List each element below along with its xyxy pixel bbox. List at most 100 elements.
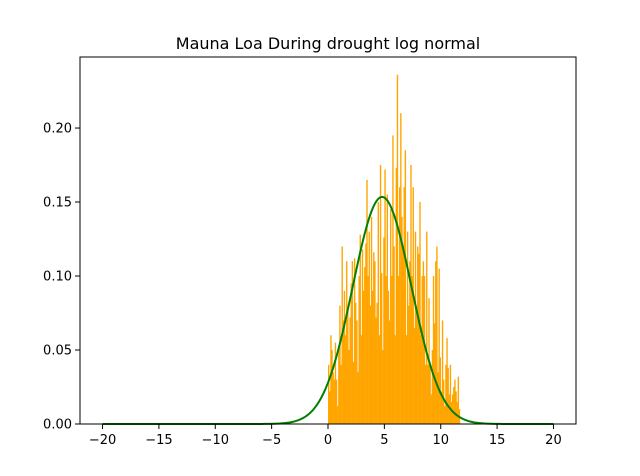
x-tick-label: 10 xyxy=(432,433,449,448)
histogram-bar xyxy=(408,305,410,424)
histogram-bar xyxy=(331,350,333,424)
histogram-bar xyxy=(427,364,429,424)
histogram-bar xyxy=(453,387,455,424)
histogram-bar xyxy=(440,391,443,424)
histogram-bar xyxy=(344,335,347,424)
histogram-bar xyxy=(438,268,440,424)
histogram-bar xyxy=(337,406,339,424)
histogram-bar xyxy=(358,276,360,424)
histogram-bar xyxy=(374,261,376,424)
x-tick-label: 0 xyxy=(324,433,332,448)
histogram-bar xyxy=(447,367,449,424)
histogram-bar xyxy=(392,135,394,424)
x-axis: −20 −15 −10 −5 0 5 10 15 20 xyxy=(89,424,562,448)
histogram-bar xyxy=(380,273,383,424)
histogram-bar xyxy=(430,394,432,424)
x-tick-label: −5 xyxy=(262,433,281,448)
histogram-bar xyxy=(335,379,338,424)
histogram-bar xyxy=(369,305,372,424)
y-tick-label: 0.20 xyxy=(43,122,72,137)
histogram-bar xyxy=(388,320,391,424)
histogram-bar xyxy=(411,276,413,424)
histogram-bar xyxy=(409,261,411,424)
histogram-bar xyxy=(376,302,378,424)
histogram-bar xyxy=(390,209,392,424)
histogram-bar xyxy=(426,231,428,424)
histogram-bar xyxy=(450,401,453,424)
histogram-bar xyxy=(429,364,431,424)
histogram-bar xyxy=(357,372,359,424)
histogram-bar xyxy=(431,350,434,424)
histogram-bar xyxy=(394,335,396,424)
histogram-bar xyxy=(414,231,417,424)
histogram-bar xyxy=(349,317,351,424)
y-tick-label: 0.10 xyxy=(43,270,72,285)
histogram-bar xyxy=(421,276,423,424)
histogram-bar xyxy=(404,150,407,425)
histogram-bar xyxy=(454,379,456,424)
histogram-bar xyxy=(365,243,367,424)
histogram-bar xyxy=(442,379,445,424)
histogram-bar xyxy=(386,194,388,425)
histogram-bar xyxy=(348,350,350,424)
histogram-bar xyxy=(402,246,404,424)
histogram-bar xyxy=(366,179,368,424)
y-axis: 0.00 0.05 0.10 0.15 0.20 xyxy=(43,122,80,433)
x-tick-label: −20 xyxy=(89,433,116,448)
histogram-bar xyxy=(432,276,435,424)
histogram-bar xyxy=(379,165,382,424)
histogram-bar xyxy=(413,327,416,424)
histogram-bar xyxy=(436,246,438,424)
x-tick-label: 5 xyxy=(380,433,388,448)
histogram-bar xyxy=(351,261,354,424)
histogram-bar xyxy=(370,216,373,424)
histogram-bar xyxy=(361,249,364,424)
histogram-bar xyxy=(424,364,427,424)
histogram-bar xyxy=(457,376,460,424)
histogram-bar xyxy=(400,113,402,424)
y-tick-label: 0.05 xyxy=(43,344,72,359)
histogram-bar xyxy=(455,391,457,424)
x-tick-label: 20 xyxy=(545,433,562,448)
histogram-bar xyxy=(445,364,447,424)
histogram-bar xyxy=(334,342,337,424)
histogram-bar xyxy=(329,391,331,424)
histogram-bars xyxy=(328,74,461,425)
y-tick-label: 0.15 xyxy=(43,196,72,211)
histogram-bar xyxy=(360,335,363,424)
histogram-bar xyxy=(346,261,348,424)
histogram-bar xyxy=(420,335,422,424)
histogram-bar xyxy=(330,335,332,424)
histogram-bar xyxy=(406,231,409,424)
histogram-bar xyxy=(359,234,361,424)
histogram-bar xyxy=(417,246,419,424)
histogram-bar xyxy=(384,169,386,424)
histogram-bar xyxy=(350,283,352,424)
histogram-bar xyxy=(340,364,342,424)
histogram-bar xyxy=(352,361,355,424)
histogram-bar xyxy=(367,276,369,424)
histogram-bar xyxy=(343,290,346,424)
histogram-bar xyxy=(342,320,345,424)
histogram-bar xyxy=(452,394,454,424)
histogram-bar xyxy=(423,276,426,424)
histogram-bar xyxy=(382,350,384,424)
histogram-bar xyxy=(362,290,365,424)
histogram-bar xyxy=(410,165,412,424)
histogram-bar xyxy=(383,237,385,424)
histogram-bar xyxy=(415,305,418,424)
histogram-bar xyxy=(375,317,377,424)
histogram-bar xyxy=(441,320,444,424)
histogram-bar xyxy=(378,335,381,424)
histogram-bar xyxy=(397,276,400,424)
histogram-bar xyxy=(373,252,375,424)
histogram-bar xyxy=(385,276,387,424)
histogram-bar xyxy=(333,379,336,424)
chart-title: Mauna Loa During drought log normal xyxy=(176,34,480,53)
histogram-bar xyxy=(338,350,340,424)
histogram-bar xyxy=(399,187,401,424)
histogram-bar xyxy=(405,335,408,424)
histogram-bar xyxy=(433,323,436,424)
